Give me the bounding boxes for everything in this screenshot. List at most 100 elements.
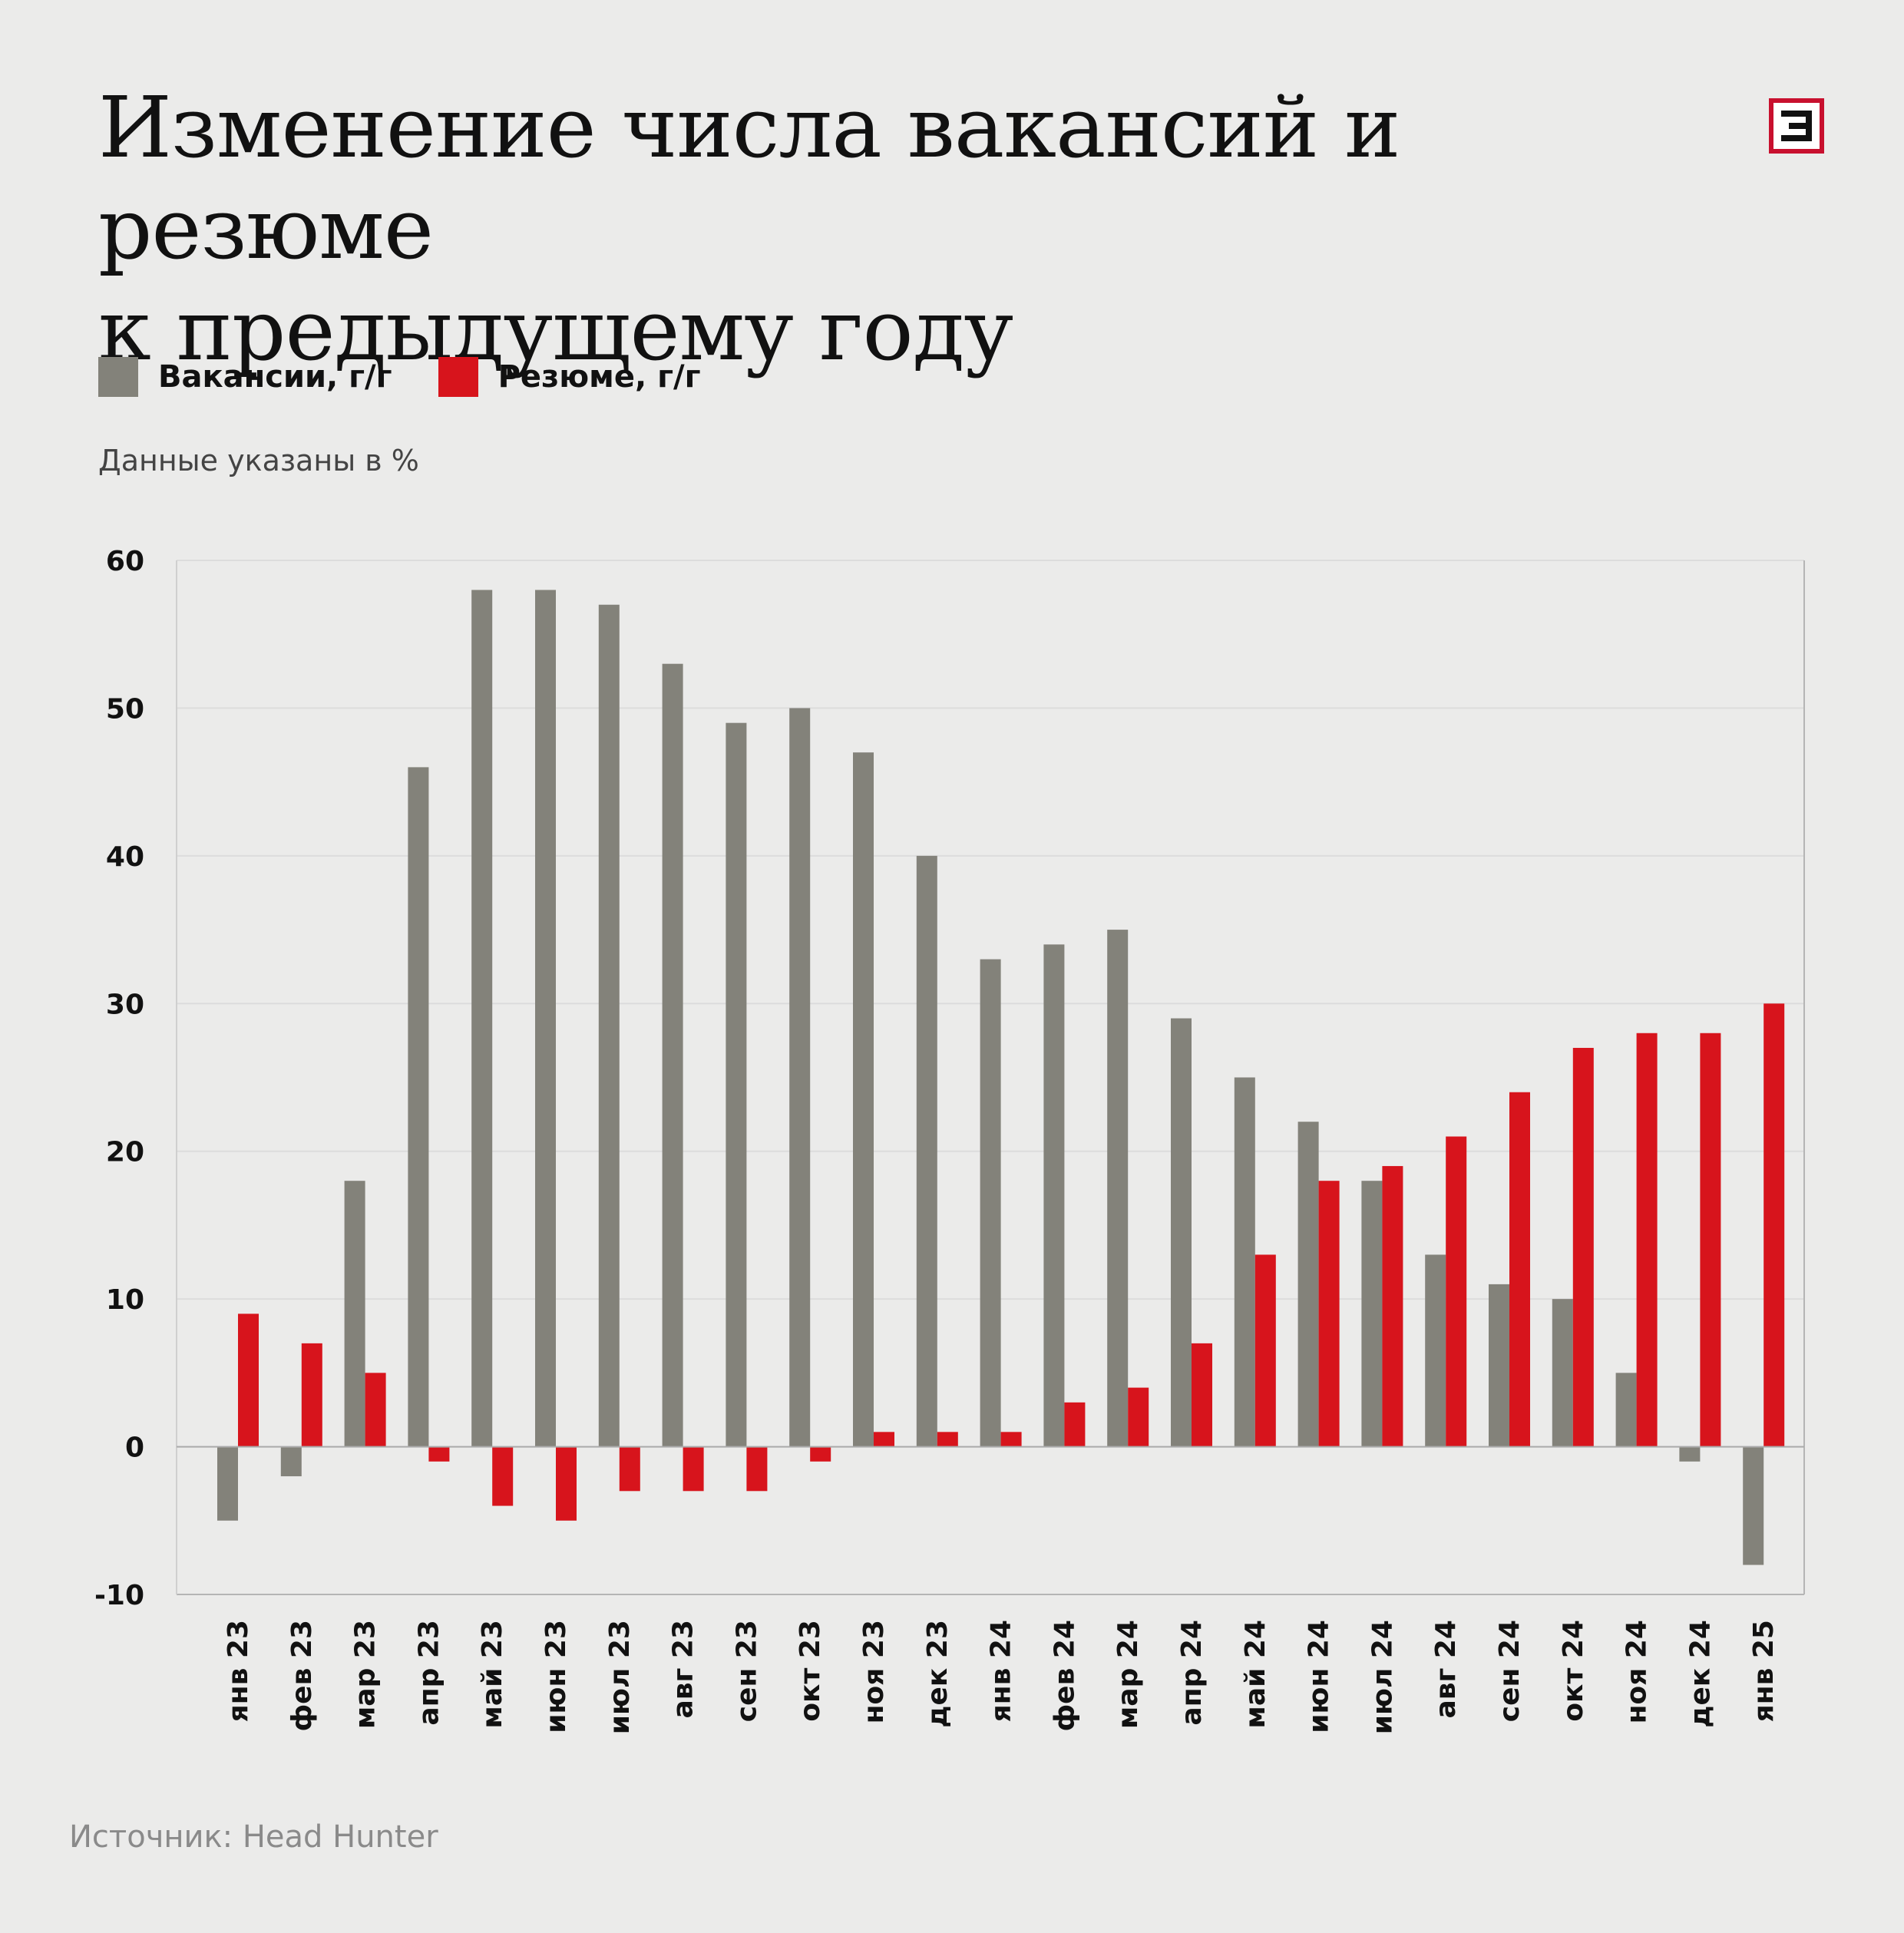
- bar-vacancies: [217, 1446, 238, 1521]
- bar-vacancies: [662, 663, 683, 1447]
- bar-vacancies: [1743, 1446, 1764, 1565]
- y-tick-label: 10: [106, 1284, 144, 1316]
- bar-resumes: [1192, 1343, 1212, 1447]
- e-logo-icon: [1769, 98, 1824, 154]
- x-tick-label: окт 24: [1558, 1620, 1589, 1722]
- chart-title: Изменение числа вакансий и резюме к пред…: [98, 77, 1711, 381]
- bars: [217, 590, 1785, 1565]
- x-tick-label: май 24: [1240, 1620, 1271, 1729]
- bar-resumes: [1318, 1181, 1340, 1447]
- bar-vacancies: [1297, 1122, 1319, 1447]
- bar-vacancies: [1552, 1299, 1573, 1447]
- source-note: Источник: Head Hunter: [69, 1819, 438, 1855]
- x-tick-label: дек 24: [1684, 1620, 1716, 1728]
- bar-resumes: [1636, 1033, 1658, 1447]
- x-tick-label: янв 25: [1748, 1620, 1780, 1722]
- x-tick-label: янв 24: [986, 1620, 1017, 1722]
- bar-resumes: [1128, 1387, 1149, 1447]
- bar-vacancies: [344, 1181, 365, 1447]
- bar-vacancies: [980, 959, 1001, 1447]
- bar-resumes: [1509, 1092, 1530, 1447]
- y-tick-label: 40: [106, 841, 144, 873]
- bar-resumes: [1382, 1165, 1403, 1447]
- x-tick-label: июн 23: [540, 1620, 572, 1733]
- bar-vacancies: [408, 767, 429, 1447]
- bar-resumes: [810, 1446, 831, 1462]
- bar-vacancies: [1107, 930, 1129, 1447]
- bar-resumes: [1064, 1402, 1086, 1447]
- legend-swatch-resumes: [438, 357, 478, 397]
- bar-vacancies: [1361, 1181, 1383, 1447]
- bar-vacancies: [1425, 1254, 1446, 1447]
- bar-resumes: [1446, 1136, 1467, 1447]
- x-tick-label: окт 23: [795, 1620, 826, 1722]
- bar-vacancies: [916, 855, 937, 1447]
- bar-resumes: [874, 1432, 894, 1447]
- x-tick-label: мар 24: [1112, 1620, 1144, 1729]
- x-tick-label: июл 24: [1367, 1620, 1398, 1734]
- x-tick-label: авг 24: [1430, 1620, 1462, 1719]
- legend-item-vacancies: Вакансии, г/г: [98, 357, 392, 397]
- x-tick-label: май 23: [477, 1620, 508, 1729]
- x-tick-label: фев 24: [1049, 1620, 1080, 1732]
- bar-resumes: [556, 1446, 577, 1521]
- bar-vacancies: [1171, 1018, 1192, 1447]
- bar-vacancies: [1043, 944, 1065, 1447]
- x-tick-label: июл 23: [604, 1620, 636, 1734]
- legend-item-resumes: Резюме, г/г: [438, 357, 701, 397]
- x-tick-label: фев 23: [286, 1620, 318, 1732]
- x-tick-label: апр 23: [413, 1620, 445, 1726]
- bar-vacancies: [789, 708, 811, 1447]
- bar-resumes: [492, 1446, 514, 1506]
- legend-swatch-vacancies: [98, 357, 138, 397]
- x-tick-label: мар 23: [350, 1620, 382, 1729]
- bar-vacancies: [853, 752, 874, 1447]
- bar-resumes: [428, 1446, 450, 1462]
- x-tick-label: ноя 23: [858, 1620, 890, 1723]
- y-tick-label: 20: [106, 1137, 144, 1168]
- bar-resumes: [1000, 1432, 1022, 1447]
- x-axis-ticks: янв 23 фев 23 мар 23 апр 23 май 23 июн 23 июл …: [223, 1620, 1780, 1734]
- x-tick-label: июн 24: [1304, 1620, 1335, 1733]
- bar-resumes: [365, 1373, 386, 1447]
- x-tick-label: сен 23: [731, 1620, 762, 1722]
- x-tick-label: авг 23: [668, 1620, 699, 1719]
- legend-label-vacancies: Вакансии, г/г: [158, 359, 392, 395]
- bar-vacancies: [1489, 1284, 1509, 1447]
- bar-resumes: [238, 1313, 259, 1447]
- bar-vacancies: [471, 590, 493, 1447]
- title-line-2: к предыдущему году: [98, 281, 1013, 379]
- bar-vacancies: [726, 722, 747, 1447]
- bar-resumes: [683, 1446, 704, 1492]
- bar-resumes: [619, 1446, 640, 1492]
- legend-label-resumes: Резюме, г/г: [497, 359, 701, 395]
- bar-vacancies: [280, 1446, 302, 1477]
- bar-vacancies: [535, 590, 556, 1447]
- x-tick-label: дек 23: [922, 1620, 954, 1728]
- y-tick-label: 50: [106, 693, 144, 725]
- bar-resumes: [1254, 1254, 1276, 1447]
- bar-resumes: [937, 1432, 958, 1447]
- title-line-1: Изменение числа вакансий и резюме: [98, 78, 1400, 278]
- x-tick-label: ноя 24: [1621, 1620, 1653, 1723]
- bar-resumes: [746, 1446, 768, 1492]
- bar-vacancies: [598, 604, 620, 1447]
- x-tick-label: янв 23: [223, 1620, 254, 1722]
- bar-resumes: [301, 1343, 322, 1447]
- bar-vacancies: [1679, 1446, 1701, 1462]
- bar-resumes: [1572, 1048, 1594, 1447]
- bar-vacancies: [1615, 1373, 1637, 1447]
- bar-resumes: [1764, 1003, 1785, 1447]
- x-tick-label: сен 24: [1494, 1620, 1526, 1722]
- x-tick-label: апр 24: [1176, 1620, 1208, 1726]
- legend: Вакансии, г/г Резюме, г/г: [98, 357, 747, 397]
- y-tick-label: -10: [94, 1580, 144, 1611]
- y-tick-label: 0: [125, 1432, 144, 1464]
- bar-vacancies: [1234, 1077, 1255, 1447]
- y-tick-label: 30: [106, 989, 144, 1020]
- y-axis-ticks: 60 50 40 30 20 10 0 -10: [94, 546, 144, 1611]
- bar-resumes: [1700, 1033, 1721, 1447]
- units-note: Данные указаны в %: [98, 444, 419, 477]
- y-tick-label: 60: [106, 546, 144, 577]
